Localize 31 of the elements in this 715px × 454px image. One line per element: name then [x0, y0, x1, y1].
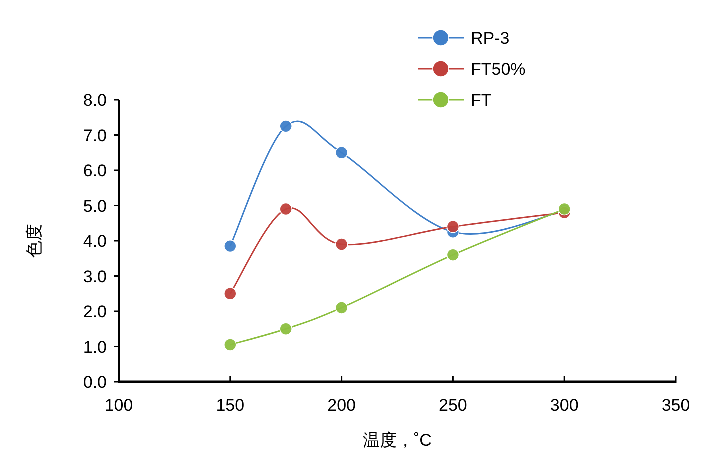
y-tick-label: 2.0: [83, 302, 107, 322]
x-axis-title: 温度，˚C: [363, 431, 432, 450]
y-tick-label: 0.0: [83, 373, 107, 392]
point: [224, 338, 237, 352]
point: [280, 322, 292, 336]
point: [280, 202, 292, 216]
x-tick-label: 100: [104, 396, 134, 415]
legend-label: FT: [471, 91, 492, 110]
point: [446, 220, 460, 234]
x-tick-label: 200: [328, 396, 356, 415]
point: [280, 120, 292, 133]
y-tick-label: 8.0: [83, 91, 107, 110]
y-axis-title: 色度: [25, 224, 44, 258]
y-tick-label: 1.0: [83, 338, 107, 357]
x-tick-label: 150: [216, 396, 245, 415]
point: [446, 248, 460, 262]
y-tick-label: 7.0: [83, 126, 107, 146]
point: [335, 238, 348, 251]
y-tick-label: 4.0: [83, 232, 107, 251]
legend-label: FT50%: [471, 60, 526, 79]
y-tick-label: 6.0: [83, 162, 107, 180]
x-tick-label: 350: [662, 396, 690, 415]
y-tick-label: 5.0: [83, 196, 107, 216]
point: [335, 302, 348, 314]
point: [335, 146, 348, 160]
x-tick-label: 300: [550, 396, 579, 415]
y-tick-label: 3.0: [83, 267, 107, 286]
x-tick-label: 250: [439, 396, 468, 415]
legend-label: RP-3: [471, 29, 510, 48]
point: [224, 240, 237, 253]
point: [224, 287, 237, 300]
